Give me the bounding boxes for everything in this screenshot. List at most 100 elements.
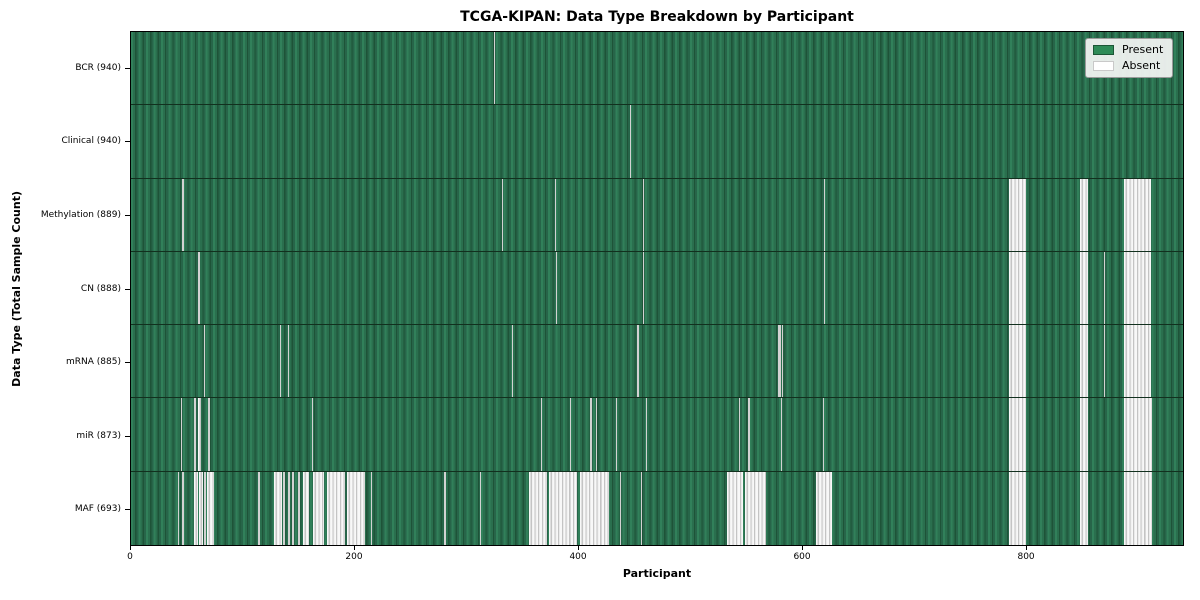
- x-tick-mark: [802, 546, 804, 550]
- absent-stripe: [312, 398, 314, 471]
- absent-stripe: [502, 178, 504, 251]
- absent-stripe: [346, 471, 365, 545]
- absent-stripe: [629, 105, 631, 178]
- absent-stripe: [1103, 325, 1105, 398]
- absent-stripe: [287, 325, 289, 398]
- legend-label: Absent: [1122, 59, 1161, 72]
- heatmap-row-mir: [131, 398, 1183, 472]
- absent-swatch-icon: [1093, 61, 1114, 71]
- y-tick-mark: [125, 435, 130, 437]
- absent-stripe: [207, 471, 214, 545]
- absent-stripe: [193, 398, 196, 471]
- absent-stripe: [1080, 325, 1088, 398]
- heatmap-row-methylation: [131, 178, 1183, 252]
- absent-stripe: [824, 178, 826, 251]
- absent-stripe: [198, 398, 202, 471]
- y-tick-label: BCR (940): [75, 62, 121, 73]
- absent-stripe: [291, 471, 295, 545]
- absent-stripe: [1080, 398, 1088, 471]
- x-tick-label: 400: [569, 552, 587, 562]
- absent-stripe: [512, 325, 514, 398]
- absent-stripe: [554, 178, 556, 251]
- absent-stripe: [182, 471, 184, 545]
- absent-stripe: [182, 178, 184, 251]
- y-tick-mark: [125, 141, 130, 143]
- absent-stripe: [1123, 471, 1152, 545]
- absent-stripe: [1123, 178, 1151, 251]
- legend-label: Present: [1122, 43, 1164, 56]
- absent-stripe: [287, 471, 290, 545]
- chart-title: TCGA-KIPAN: Data Type Breakdown by Parti…: [460, 9, 854, 25]
- legend: Present Absent: [1085, 38, 1174, 78]
- y-tick-mark: [125, 214, 130, 216]
- absent-stripe: [596, 398, 598, 471]
- absent-stripe: [781, 325, 783, 398]
- absent-stripe: [541, 398, 543, 471]
- x-tick-mark: [578, 546, 580, 550]
- absent-stripe: [181, 398, 183, 471]
- absent-stripe: [640, 471, 642, 545]
- heatmap-row-clinical: [131, 105, 1183, 179]
- absent-stripe: [1123, 325, 1151, 398]
- legend-item-absent: Absent: [1093, 60, 1163, 72]
- absent-stripe: [203, 471, 206, 545]
- absent-stripe: [479, 471, 481, 545]
- x-tick-label: 0: [127, 552, 133, 562]
- absent-stripe: [748, 398, 751, 471]
- x-tick-label: 200: [345, 552, 363, 562]
- absent-stripe: [177, 471, 180, 545]
- absent-stripe: [570, 398, 572, 471]
- absent-stripe: [1123, 251, 1151, 325]
- absent-stripe: [643, 178, 645, 251]
- x-tick-label: 600: [793, 552, 811, 562]
- y-tick-label: CN (888): [80, 283, 121, 294]
- absent-stripe: [1008, 471, 1027, 545]
- absent-stripe: [1080, 178, 1088, 251]
- absent-stripe: [726, 471, 743, 545]
- absent-stripe: [643, 251, 645, 325]
- y-tick-label: Methylation (889): [40, 209, 121, 220]
- absent-stripe: [1123, 398, 1152, 471]
- y-tick-mark: [125, 288, 130, 290]
- absent-stripe: [580, 471, 610, 545]
- absent-stripe: [444, 471, 447, 545]
- absent-stripe: [824, 251, 826, 325]
- absent-stripe: [1008, 251, 1027, 325]
- absent-stripe: [1008, 398, 1027, 471]
- plot-area: [130, 31, 1184, 546]
- absent-stripe: [193, 471, 199, 545]
- absent-stripe: [549, 471, 578, 545]
- absent-stripe: [303, 471, 309, 545]
- x-tick-label: 800: [1017, 552, 1035, 562]
- absent-stripe: [780, 398, 782, 471]
- absent-stripe: [1008, 178, 1027, 251]
- absent-stripe: [313, 471, 325, 545]
- absent-stripe: [590, 398, 592, 471]
- absent-stripe: [371, 471, 373, 545]
- absent-stripe: [816, 471, 832, 545]
- absent-stripe: [258, 471, 260, 545]
- x-tick-mark: [354, 546, 356, 550]
- x-tick-mark: [1026, 546, 1028, 550]
- absent-stripe: [1103, 251, 1105, 325]
- absent-stripe: [1080, 251, 1088, 325]
- absent-stripe: [297, 471, 300, 545]
- y-tick-label: miR (873): [76, 430, 121, 441]
- absent-stripe: [283, 471, 286, 545]
- heatmap-row-cn: [131, 251, 1183, 326]
- absent-stripe: [203, 325, 205, 398]
- absent-stripe: [555, 251, 557, 325]
- present-swatch-icon: [1093, 45, 1114, 55]
- y-tick-mark: [125, 67, 130, 69]
- absent-stripe: [1008, 325, 1027, 398]
- absent-stripe: [739, 398, 741, 471]
- y-tick-label: Clinical (940): [61, 136, 121, 147]
- y-tick-label: MAF (693): [74, 504, 121, 515]
- y-tick-mark: [125, 509, 130, 511]
- absent-stripe: [208, 398, 211, 471]
- absent-stripe: [616, 398, 618, 471]
- absent-stripe: [198, 251, 201, 325]
- absent-stripe: [637, 325, 639, 398]
- absent-stripe: [1080, 471, 1088, 545]
